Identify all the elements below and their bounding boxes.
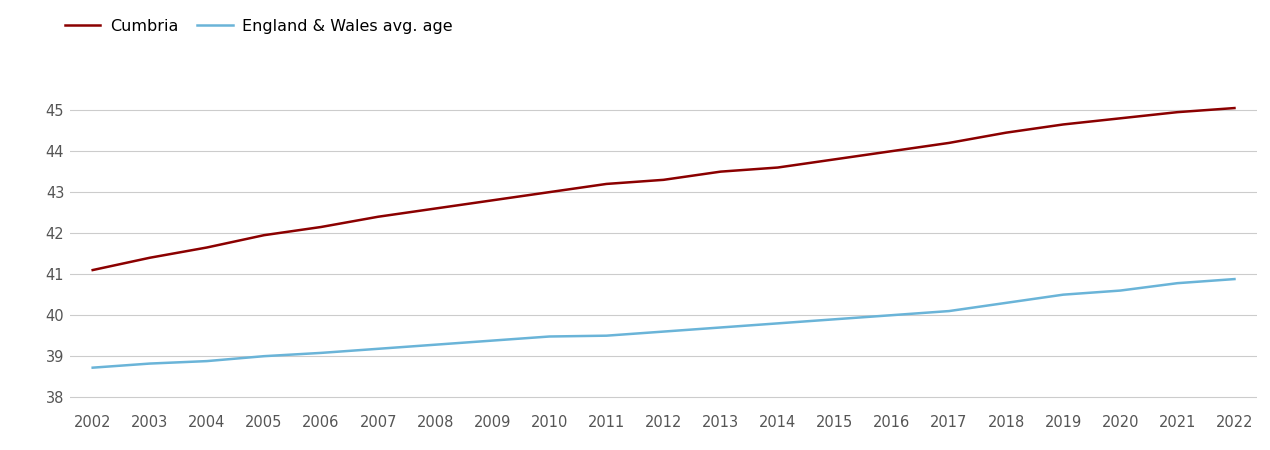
Cumbria <box>257 233 272 238</box>
England & Wales avg. age <box>884 312 899 318</box>
England & Wales avg. age <box>371 346 386 351</box>
Cumbria <box>998 130 1013 135</box>
Cumbria <box>428 206 443 211</box>
Cumbria <box>827 157 842 162</box>
Cumbria <box>485 198 500 203</box>
England & Wales avg. age <box>941 308 956 314</box>
England & Wales avg. age <box>712 325 728 330</box>
Cumbria <box>1055 122 1071 127</box>
England & Wales avg. age <box>827 316 842 322</box>
England & Wales avg. age <box>542 334 558 339</box>
England & Wales avg. age <box>142 361 157 366</box>
England & Wales avg. age <box>1055 292 1071 297</box>
Cumbria <box>712 169 728 174</box>
Cumbria <box>655 177 671 183</box>
Cumbria <box>85 267 100 273</box>
Cumbria <box>1227 105 1242 111</box>
Legend: Cumbria, England & Wales avg. age: Cumbria, England & Wales avg. age <box>58 13 460 40</box>
Cumbria <box>1113 116 1128 121</box>
Cumbria <box>542 189 558 195</box>
Line: Cumbria: Cumbria <box>93 108 1234 270</box>
England & Wales avg. age <box>1227 276 1242 282</box>
Cumbria <box>770 165 785 170</box>
England & Wales avg. age <box>655 329 671 334</box>
Cumbria <box>884 148 899 154</box>
England & Wales avg. age <box>599 333 615 338</box>
Cumbria <box>199 245 215 250</box>
Cumbria <box>941 140 956 146</box>
England & Wales avg. age <box>485 338 500 343</box>
Cumbria <box>371 214 386 220</box>
England & Wales avg. age <box>1170 280 1185 286</box>
Cumbria <box>142 255 157 261</box>
Cumbria <box>599 181 615 187</box>
England & Wales avg. age <box>85 365 100 370</box>
Cumbria <box>314 224 329 230</box>
England & Wales avg. age <box>428 342 443 347</box>
England & Wales avg. age <box>770 321 785 326</box>
England & Wales avg. age <box>998 300 1013 306</box>
England & Wales avg. age <box>314 350 329 356</box>
England & Wales avg. age <box>199 358 215 364</box>
England & Wales avg. age <box>257 354 272 359</box>
England & Wales avg. age <box>1113 288 1128 293</box>
Line: England & Wales avg. age: England & Wales avg. age <box>93 279 1234 368</box>
Cumbria <box>1170 109 1185 115</box>
